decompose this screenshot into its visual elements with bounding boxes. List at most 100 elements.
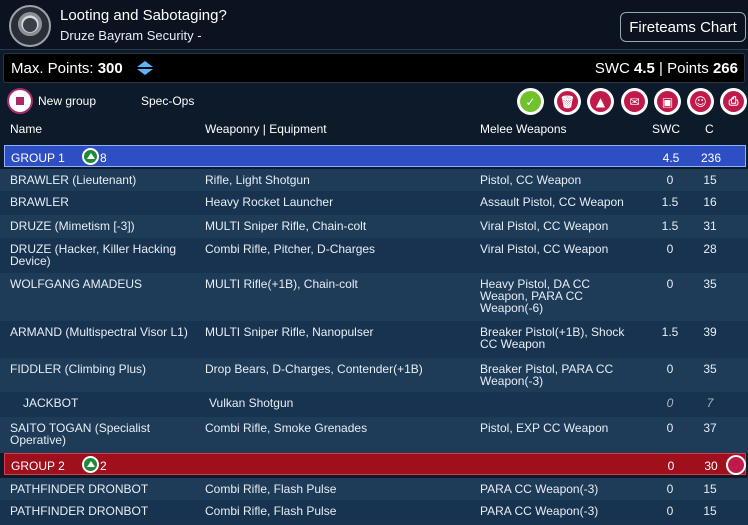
unit-row[interactable]: FIDDLER (Climbing Plus) Drop Bears, D-Cha… [0,358,748,392]
unit-row[interactable]: WOLFGANG AMADEUS MULTI Rifle(+1B), Chain-… [0,273,748,321]
col-swc: SWC [652,122,680,136]
unit-cost: 35 [703,362,717,376]
delete-group-icon[interactable] [726,455,746,475]
unit-weapons: Combi Rifle, Flash Pulse [205,504,337,518]
unit-weapons: Drop Bears, D-Charges, Contender(+1B) [205,362,423,376]
unit-weapons: MULTI Sniper Rifle, Chain-colt [205,219,367,233]
unit-row[interactable]: JACKBOT Vulkan Shotgun 0 7 [0,392,748,417]
save-icon[interactable]: ▣ [654,88,681,115]
points-total: 266 [712,60,738,77]
unit-weapons: MULTI Sniper Rifle, Nanopulser [205,325,374,339]
group-order-icon [82,148,99,165]
points-bar: Max. Points: 300 SWC 4.5 | Points 266 [3,53,745,83]
unit-melee: Breaker Pistol(+1B), Shock CC Weapon [480,325,625,351]
unit-swc: 0 [666,504,674,518]
unit-cost: 7 [706,396,714,410]
army-list-title[interactable]: Looting and Sabotaging? [60,7,227,24]
increase-points-icon[interactable] [137,61,153,67]
unit-name: BRAWLER [10,195,69,209]
logo-army-icon[interactable]: ▲ [587,88,614,115]
group-cost: 236 [700,151,722,165]
group-label: GROUP 1 [11,151,65,165]
decrease-points-icon[interactable] [137,69,153,75]
print-icon[interactable]: ⎙ [720,88,747,115]
unit-cost: 15 [703,504,717,518]
unit-row[interactable]: PATHFINDER DRONBOT Combi Rifle, Flash Pul… [0,500,748,525]
unit-weapons: Combi Rifle, Smoke Grenades [205,421,368,435]
unit-name: JACKBOT [23,396,79,410]
totals-separator: | [659,60,663,77]
unit-melee: Assault Pistol, CC Weapon [480,195,624,209]
validate-icon[interactable]: ✓ [517,88,544,115]
unit-melee: PARA CC Weapon(-3) [480,504,599,518]
unit-swc: 0 [666,242,674,256]
unit-melee: Pistol, CC Weapon [480,173,582,187]
group-swc: 4.5 [662,151,680,165]
unit-melee: Viral Pistol, CC Weapon [480,242,609,256]
unit-row[interactable]: BRAWLER (Lieutenant) Rifle, Light Shotgun… [0,169,748,191]
unit-melee: Breaker Pistol, PARA CC Weapon(-3) [480,362,614,388]
new-group-icon[interactable] [7,88,33,114]
unit-weapons: Vulkan Shotgun [209,396,294,410]
unit-cost: 16 [703,195,717,209]
list-toolbar: New group Spec-Ops ✓ 🗑 ▲ ✉ ▣ ☺ ⎙ [0,85,748,117]
unit-cost: 35 [703,277,717,291]
share-icon[interactable]: ☺ [687,88,714,115]
group-header-2[interactable]: GROUP 2 2 0 30 [4,453,746,475]
unit-swc: 0 [666,421,674,435]
unit-row[interactable]: PATHFINDER DRONBOT Combi Rifle, Flash Pul… [0,478,748,500]
unit-cost: 39 [703,325,717,339]
unit-weapons: Combi Rifle, Pitcher, D-Charges [205,242,376,256]
unit-name: SAITO TOGAN (Specialist Operative) [10,421,151,447]
unit-swc: 0 [666,396,674,410]
group-swc: 0 [667,459,675,473]
col-weapons: Weaponry | Equipment [205,122,327,136]
unit-melee: Viral Pistol, CC Weapon [480,219,609,233]
spec-ops-button[interactable]: Spec-Ops [141,94,195,108]
group-header-1[interactable]: GROUP 1 8 4.5 236 [4,145,746,167]
chat-icon[interactable]: ✉ [621,88,648,115]
group-label: GROUP 2 [11,459,65,473]
unit-weapons: Combi Rifle, Flash Pulse [205,482,337,496]
group-count: 8 [100,151,107,165]
unit-row[interactable]: DRUZE (Hacker, Killer Hacking Device) Com… [0,238,748,273]
unit-row[interactable]: SAITO TOGAN (Specialist Operative) Combi … [0,417,748,453]
max-points: Max. Points: 300 [11,60,123,77]
unit-cost: 15 [703,482,717,496]
max-points-spinner-icon[interactable] [136,61,154,75]
unit-swc: 0 [666,362,674,376]
max-points-label: Max. Points: [11,60,94,77]
unit-weapons: Rifle, Light Shotgun [205,173,310,187]
unit-name: ARMAND (Multispectral Visor L1) [10,325,188,339]
group-order-icon [82,456,99,473]
unit-swc: 0 [666,173,674,187]
unit-name: PATHFINDER DRONBOT [10,482,149,496]
swc-label: SWC [594,60,630,77]
unit-swc: 1.5 [661,325,679,339]
col-name: Name [10,122,43,136]
unit-row[interactable]: ARMAND (Multispectral Visor L1) MULTI Sni… [0,321,748,358]
unit-name: PATHFINDER DRONBOT [10,504,149,518]
unit-name: DRUZE (Mimetism [-3]) [10,219,135,233]
unit-swc: 0 [666,482,674,496]
army-header: Looting and Sabotaging? Druze Bayram Sec… [0,0,748,50]
unit-melee: Pistol, EXP CC Weapon [480,421,609,435]
faction-logo-icon [9,5,51,47]
new-group-button[interactable]: New group [38,94,97,108]
unit-cost: 28 [703,242,717,256]
delete-list-icon[interactable]: 🗑 [554,88,581,115]
unit-row[interactable]: DRUZE (Mimetism [-3]) MULTI Sniper Rifle,… [0,215,748,238]
unit-row[interactable]: BRAWLER Heavy Rocket Launcher Assault Pist… [0,191,748,215]
fireteams-chart-button[interactable]: Fireteams Chart [620,12,746,42]
unit-weapons: Heavy Rocket Launcher [205,195,334,209]
col-melee: Melee Weapons [480,122,567,136]
unit-swc: 0 [666,277,674,291]
group-cost: 30 [704,459,718,473]
group-count: 2 [100,459,107,473]
unit-cost: 15 [703,173,717,187]
unit-melee: Heavy Pistol, DA CC Weapon, PARA CC Weap… [480,277,591,315]
unit-weapons: MULTI Rifle(+1B), Chain-colt [205,277,358,291]
unit-name: BRAWLER (Lieutenant) [10,173,137,187]
unit-name: FIDDLER (Climbing Plus) [10,362,147,376]
points-label: Points [667,60,709,77]
